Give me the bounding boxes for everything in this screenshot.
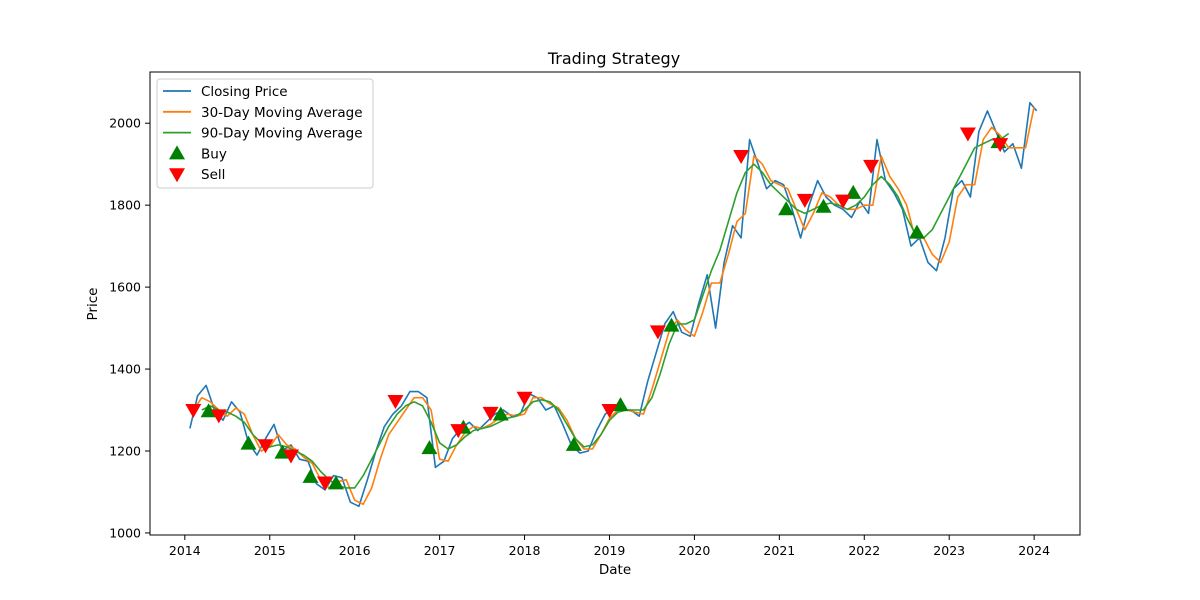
- x-tick-label-2018: 2018: [509, 543, 541, 558]
- x-tick-label-2024: 2024: [1018, 543, 1050, 558]
- y-tick-label-1800: 1800: [109, 198, 141, 213]
- sell-marker: [210, 409, 227, 424]
- legend-label-90-day-moving-average: 90-Day Moving Average: [201, 126, 363, 142]
- legend: Closing Price 30-Day Moving Average 90-Day…: [156, 78, 374, 189]
- legend-swatch-sell: [169, 168, 185, 183]
- y-tick-label-1600: 1600: [109, 280, 141, 295]
- buy-marker: [815, 198, 832, 213]
- chart-title: Trading Strategy: [547, 49, 680, 68]
- buy-marker: [421, 440, 438, 455]
- x-tick-label-2017: 2017: [424, 543, 456, 558]
- x-tick-label-2023: 2023: [933, 543, 965, 558]
- sell-marker: [185, 404, 202, 419]
- sell-marker: [257, 439, 274, 454]
- x-tick-label-2021: 2021: [763, 543, 795, 558]
- legend-label-sell: Sell: [201, 167, 225, 183]
- x-tick-label-2022: 2022: [848, 543, 880, 558]
- x-tick-label-2015: 2015: [254, 543, 286, 558]
- buy-marker: [328, 475, 344, 490]
- x-tick-label-2014: 2014: [169, 543, 201, 558]
- sell-marker: [992, 138, 1009, 153]
- legend-box: [156, 78, 374, 189]
- y-tick-label-1200: 1200: [109, 444, 141, 459]
- buy-marker: [565, 436, 582, 451]
- legend-label-30-day-moving-average: 30-Day Moving Average: [201, 105, 363, 121]
- sell-marker: [733, 149, 750, 164]
- x-axis-title: Date: [599, 562, 631, 578]
- sell-marker: [796, 193, 813, 208]
- x-axis: 2014 2015 2016 2017 2018 2019 2020 2021 2022 2023…: [169, 535, 1050, 558]
- buy-marker: [612, 397, 629, 412]
- legend-swatch-buy: [169, 145, 185, 160]
- x-tick-label-2020: 2020: [679, 543, 711, 558]
- sell-marker: [835, 194, 852, 209]
- buy-marker: [492, 406, 509, 421]
- sell-marker: [601, 404, 618, 419]
- buy-marker: [302, 468, 319, 483]
- buy-marker: [908, 224, 925, 239]
- y-axis: 1000 1200 1400 1600 1800 2000: [109, 116, 150, 540]
- sell-marker: [316, 476, 333, 491]
- plot-frame: [149, 71, 1081, 536]
- buy-marker: [200, 403, 217, 418]
- plot-area: [185, 101, 1038, 508]
- sell-marker: [516, 391, 533, 406]
- y-tick-label-2000: 2000: [109, 116, 141, 131]
- sell-marker: [649, 325, 666, 340]
- sell-marker: [387, 395, 404, 410]
- y-axis-title: Price: [85, 288, 101, 321]
- y-tick-label-1000: 1000: [109, 525, 141, 540]
- buy-marker: [663, 317, 680, 332]
- buy-marker: [240, 435, 257, 450]
- x-tick-label-2019: 2019: [594, 543, 626, 558]
- sell-marker: [282, 449, 299, 464]
- sell-marker: [863, 159, 880, 174]
- buy-marker: [778, 201, 795, 216]
- legend-label-closing-price: Closing Price: [201, 84, 288, 100]
- marker-layer: [185, 127, 1009, 491]
- x-tick-label-2016: 2016: [339, 543, 371, 558]
- legend-label-buy: Buy: [201, 146, 227, 162]
- sell-marker: [959, 127, 976, 142]
- y-tick-label-1400: 1400: [109, 362, 141, 377]
- sell-marker: [450, 424, 467, 439]
- sell-marker: [482, 406, 499, 421]
